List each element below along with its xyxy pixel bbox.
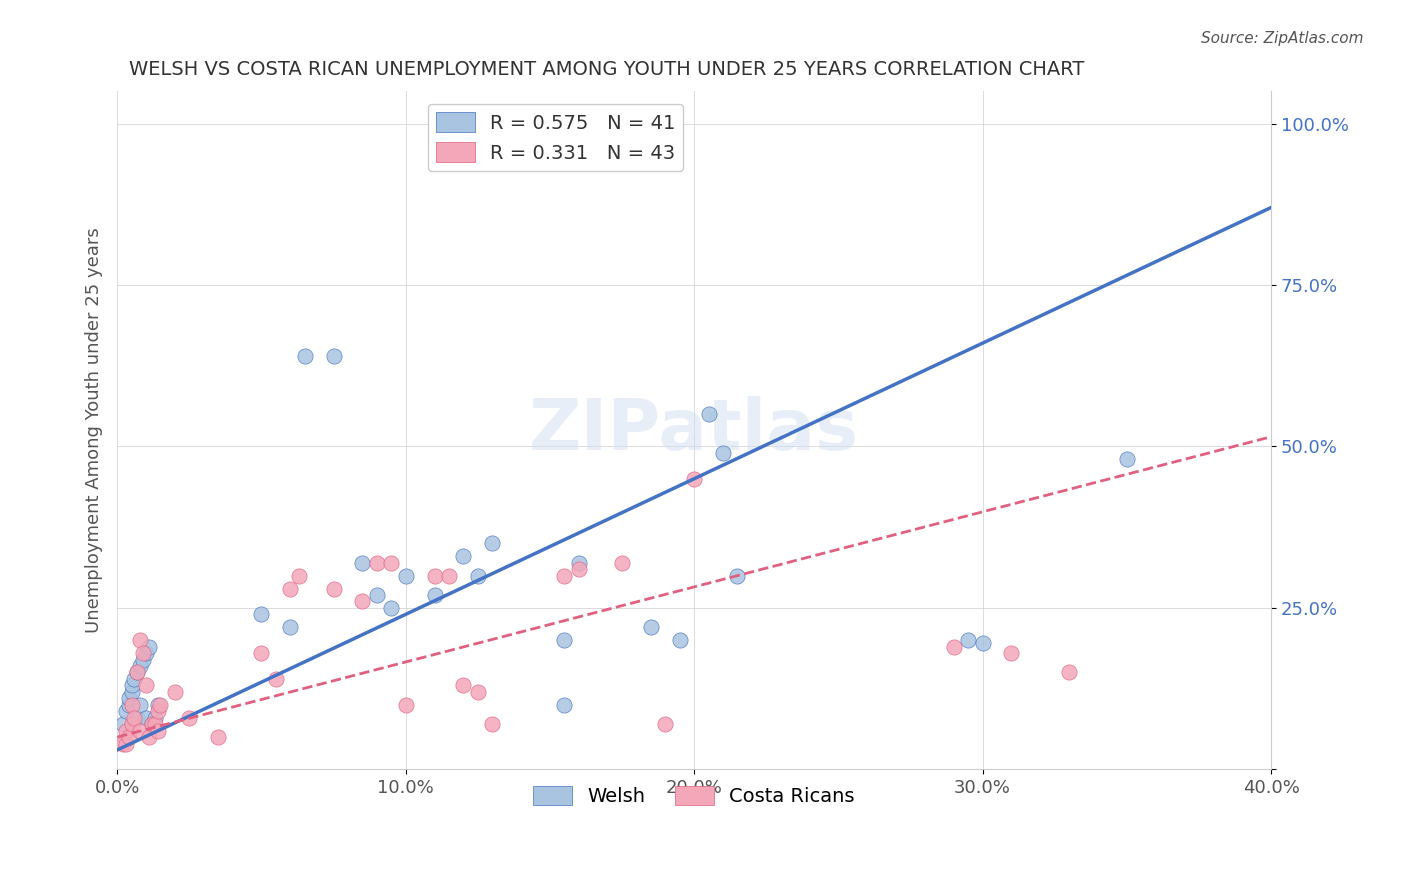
Point bbox=[437, 568, 460, 582]
Point bbox=[942, 640, 965, 654]
Point bbox=[957, 633, 980, 648]
Point bbox=[118, 698, 141, 712]
Point bbox=[711, 446, 734, 460]
Point bbox=[668, 633, 690, 648]
Point bbox=[132, 646, 155, 660]
Point bbox=[141, 717, 163, 731]
Point bbox=[124, 672, 146, 686]
Point bbox=[135, 646, 157, 660]
Point bbox=[352, 594, 374, 608]
Point bbox=[127, 665, 149, 680]
Point bbox=[250, 607, 273, 622]
Point bbox=[132, 652, 155, 666]
Point bbox=[250, 646, 273, 660]
Point bbox=[366, 556, 388, 570]
Point bbox=[129, 698, 152, 712]
Point bbox=[553, 698, 575, 712]
Point bbox=[127, 711, 149, 725]
Point bbox=[453, 678, 475, 692]
Point bbox=[640, 620, 662, 634]
Point bbox=[121, 717, 143, 731]
Point bbox=[138, 640, 160, 654]
Point bbox=[322, 349, 344, 363]
Point bbox=[467, 568, 489, 582]
Point bbox=[654, 717, 676, 731]
Point bbox=[278, 582, 301, 596]
Point bbox=[111, 717, 134, 731]
Point bbox=[141, 717, 163, 731]
Point bbox=[278, 620, 301, 634]
Point bbox=[395, 568, 418, 582]
Point bbox=[481, 717, 503, 731]
Point bbox=[697, 407, 720, 421]
Point bbox=[115, 723, 138, 738]
Point bbox=[553, 568, 575, 582]
Point bbox=[143, 717, 166, 731]
Point bbox=[135, 711, 157, 725]
Point bbox=[146, 704, 169, 718]
Point bbox=[118, 691, 141, 706]
Point bbox=[179, 711, 201, 725]
Point bbox=[568, 562, 591, 576]
Point bbox=[146, 698, 169, 712]
Point bbox=[380, 556, 402, 570]
Point bbox=[366, 588, 388, 602]
Point bbox=[143, 711, 166, 725]
Point bbox=[115, 737, 138, 751]
Point bbox=[972, 636, 994, 650]
Point bbox=[1057, 665, 1080, 680]
Point bbox=[121, 678, 143, 692]
Point bbox=[683, 472, 706, 486]
Point bbox=[129, 659, 152, 673]
Point bbox=[138, 730, 160, 744]
Point bbox=[115, 704, 138, 718]
Point bbox=[467, 685, 489, 699]
Y-axis label: Unemployment Among Youth under 25 years: Unemployment Among Youth under 25 years bbox=[86, 227, 103, 633]
Point bbox=[264, 672, 287, 686]
Point bbox=[118, 730, 141, 744]
Point bbox=[149, 698, 172, 712]
Point bbox=[553, 633, 575, 648]
Point bbox=[294, 349, 316, 363]
Point bbox=[288, 568, 311, 582]
Text: WELSH VS COSTA RICAN UNEMPLOYMENT AMONG YOUTH UNDER 25 YEARS CORRELATION CHART: WELSH VS COSTA RICAN UNEMPLOYMENT AMONG … bbox=[129, 60, 1084, 78]
Point bbox=[121, 685, 143, 699]
Point bbox=[322, 582, 344, 596]
Point bbox=[725, 568, 748, 582]
Point bbox=[146, 723, 169, 738]
Point bbox=[568, 556, 591, 570]
Point bbox=[1000, 646, 1022, 660]
Point bbox=[111, 737, 134, 751]
Point bbox=[124, 711, 146, 725]
Point bbox=[423, 588, 446, 602]
Point bbox=[127, 665, 149, 680]
Point bbox=[129, 723, 152, 738]
Text: Source: ZipAtlas.com: Source: ZipAtlas.com bbox=[1201, 31, 1364, 46]
Point bbox=[163, 685, 186, 699]
Legend: Welsh, Costa Ricans: Welsh, Costa Ricans bbox=[526, 778, 863, 814]
Point bbox=[380, 600, 402, 615]
Point bbox=[481, 536, 503, 550]
Point bbox=[453, 549, 475, 564]
Point bbox=[352, 556, 374, 570]
Point bbox=[121, 698, 143, 712]
Point bbox=[423, 568, 446, 582]
Point bbox=[395, 698, 418, 712]
Point bbox=[129, 633, 152, 648]
Point bbox=[135, 678, 157, 692]
Text: ZIPatlas: ZIPatlas bbox=[529, 396, 859, 465]
Point bbox=[207, 730, 229, 744]
Point bbox=[610, 556, 633, 570]
Point bbox=[1115, 452, 1137, 467]
